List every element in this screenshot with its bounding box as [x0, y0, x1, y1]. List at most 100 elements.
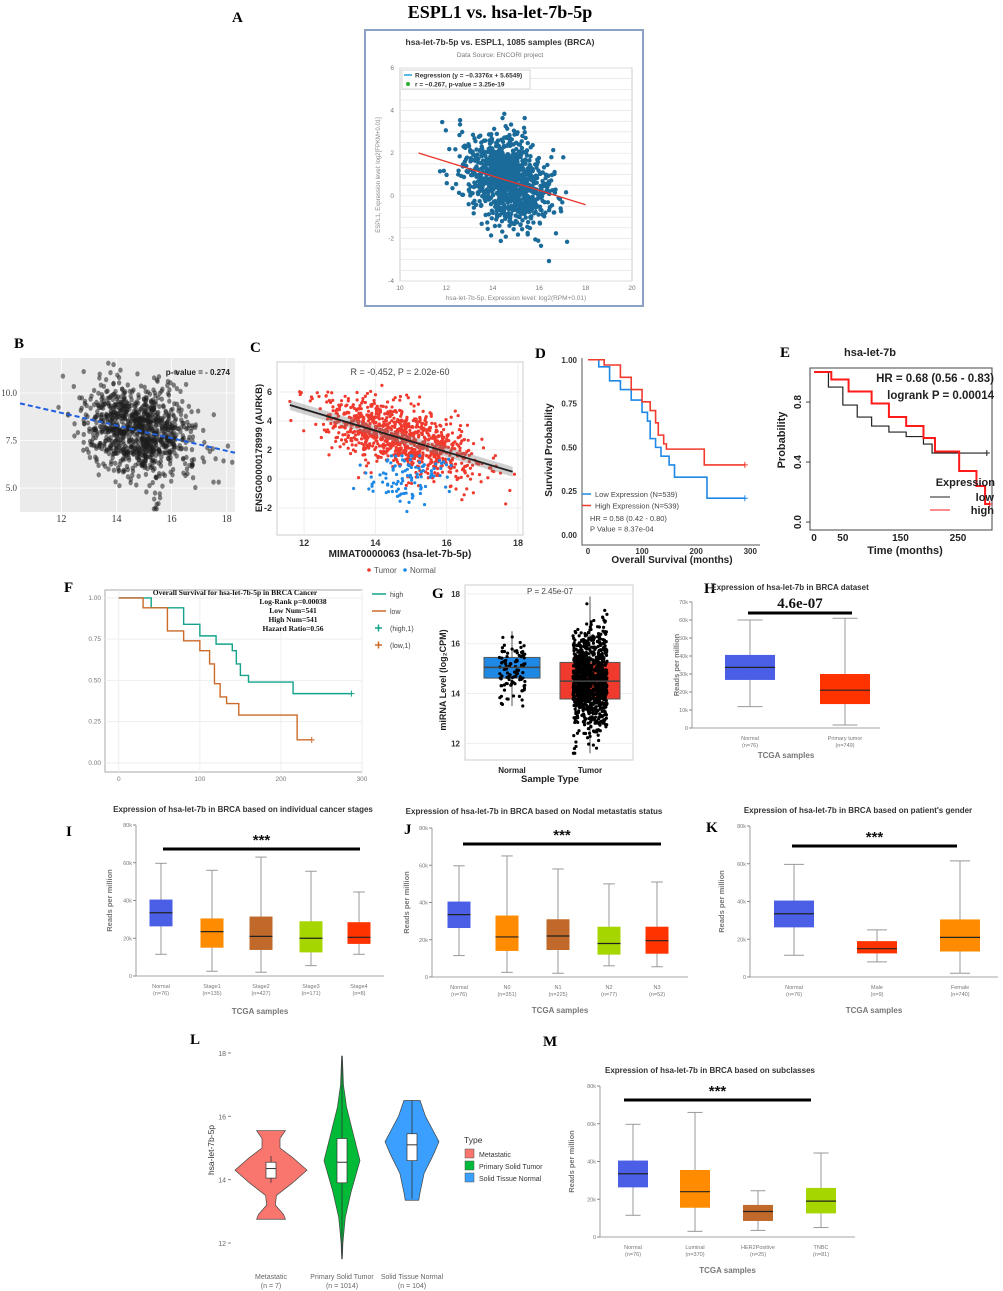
tumor-point [337, 431, 341, 435]
data-point [130, 389, 135, 395]
tumor-point [366, 429, 371, 433]
data-point [456, 190, 462, 196]
normal-point [439, 466, 443, 470]
data-point [485, 226, 490, 232]
data-point [500, 661, 504, 665]
data-point [200, 455, 205, 461]
data-point [521, 651, 525, 655]
data-point [489, 162, 494, 167]
tumor-point [401, 434, 405, 438]
axes [581, 358, 760, 546]
data-point [545, 200, 551, 205]
data-point [523, 215, 528, 220]
box-n2 [597, 926, 621, 955]
normal-point [415, 472, 419, 476]
data-point [518, 675, 522, 679]
tumor-point [447, 470, 451, 474]
tumor-point [381, 404, 385, 408]
tumor-point [343, 412, 347, 416]
tumor-point [404, 448, 408, 452]
y-tick-label: 2 [390, 150, 394, 157]
tumor-point [392, 458, 396, 463]
y-tick-label: 14 [451, 690, 460, 699]
sample-count: (n = 1014) [326, 1283, 358, 1290]
data-point [483, 138, 488, 143]
tumor-point [331, 409, 335, 413]
tumor-point [455, 469, 459, 473]
tumor-point [479, 480, 483, 484]
tumor-point [349, 438, 353, 443]
y-tick-label: 0.4 [793, 455, 804, 469]
data-point [180, 398, 185, 405]
censor-mark [741, 495, 748, 502]
tumor-point [409, 433, 414, 437]
tumor-point [396, 430, 400, 434]
data-point [528, 208, 533, 213]
tumor-point [348, 451, 353, 456]
data-point [81, 447, 86, 453]
data-point [519, 145, 525, 151]
tumor-point [430, 421, 434, 425]
data-point [599, 713, 603, 717]
data-point [191, 456, 197, 463]
data-point [576, 627, 580, 632]
chart-title: hsa-let-7b [844, 347, 896, 359]
data-point [132, 403, 138, 410]
data-point [106, 436, 111, 442]
legend-entry: high [390, 592, 403, 599]
data-point [588, 625, 592, 629]
sample-count: (n=427) [251, 991, 270, 997]
data-point [585, 706, 589, 711]
data-point [149, 446, 155, 452]
normal-point [394, 489, 399, 493]
tumor-point [443, 457, 448, 461]
normal-point [386, 482, 390, 486]
data-point [145, 389, 151, 395]
x-tick-label: 16 [167, 514, 177, 525]
data-point [520, 133, 525, 139]
y-tick-label: -2 [264, 503, 272, 513]
x-tick-label: 18 [222, 514, 232, 525]
tumor-point [366, 461, 370, 465]
data-point [573, 690, 577, 694]
tumor-point [339, 424, 343, 429]
data-point [492, 151, 498, 156]
data-point [549, 155, 554, 160]
data-point [93, 435, 98, 441]
x-tick-label: 100 [635, 547, 649, 556]
data-point [132, 424, 137, 430]
data-point [154, 506, 159, 512]
tumor-point [409, 481, 414, 486]
data-point [509, 682, 513, 687]
data-point [202, 439, 207, 445]
data-point [157, 438, 163, 444]
normal-point [405, 509, 409, 514]
tumor-point [352, 414, 356, 418]
tumor-point [331, 398, 335, 402]
data-point [437, 169, 443, 174]
tumor-point [327, 453, 331, 457]
data-point [485, 220, 490, 225]
tumor-point [386, 410, 390, 414]
sample-count: (n=77) [601, 992, 617, 998]
tumor-point [460, 498, 464, 502]
tumor-point [289, 418, 293, 423]
data-point [585, 671, 590, 675]
tumor-point [365, 391, 370, 396]
data-point [162, 472, 168, 478]
data-point [120, 386, 125, 392]
data-point [471, 184, 477, 190]
panel-label: I [66, 824, 72, 840]
tumor-point [361, 429, 365, 433]
x-axis-label: hsa-let-7b-5p, Expression level: log2(RP… [446, 295, 586, 302]
data-point [169, 478, 174, 484]
normal-point [446, 457, 451, 461]
data-point [524, 153, 530, 158]
data-point [593, 669, 597, 673]
figure-title: ESPL1 vs. hsa-let-7b-5p [408, 2, 593, 22]
tumor-point [471, 491, 475, 495]
normal-point [423, 484, 428, 489]
tumor-point [420, 424, 424, 428]
